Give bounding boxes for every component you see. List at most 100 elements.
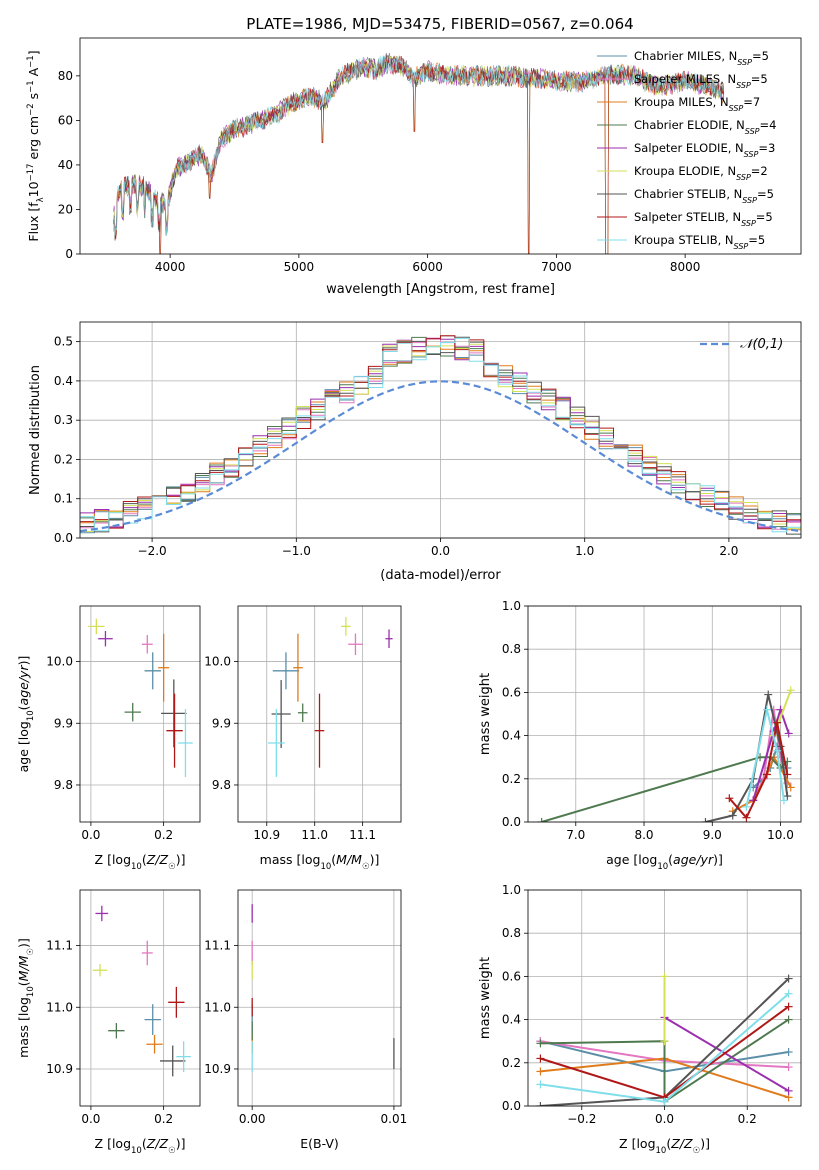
mass-vs-z-xlabel-part: )] xyxy=(176,1136,186,1151)
legend-entry-subscript: SSP xyxy=(745,127,760,136)
mass-vs-ebv-ytick-label: 10.9 xyxy=(204,1062,231,1076)
mass-weight-vs-z-series-4 xyxy=(540,1018,790,1104)
spectrum-ytick-label: 60 xyxy=(58,113,73,127)
residual-histogram-ytick-label: 0.1 xyxy=(54,492,73,506)
age-vs-mass-xlabel-part: mass [log xyxy=(260,852,321,867)
mass-weight-vs-age-series-3 xyxy=(732,754,792,813)
spectrum-ylabel-part: −2 xyxy=(26,103,36,116)
age-vs-z-ylabel-part: ( xyxy=(16,705,31,710)
age-vs-z-xlabel: Z [log10(Z/Z☉)] xyxy=(95,852,186,872)
mass-vs-ebv-ytick-label: 11.0 xyxy=(204,1000,231,1014)
mass-vs-ebv-xtick-label: 0.00 xyxy=(239,1112,266,1126)
age-vs-mass-xtick-label: 11.0 xyxy=(301,828,328,842)
age-vs-z-xtick-label: 0.2 xyxy=(154,828,173,842)
spectrum-ytick-label: 40 xyxy=(58,158,73,172)
spectrum-plot-area xyxy=(113,52,725,254)
mass-weight-vs-z-xtick-label: 0.0 xyxy=(655,1112,674,1126)
residual-histogram-ytick-label: 0.4 xyxy=(54,374,73,388)
legend-entry-2: Salpeter MILES, NSSP=5 xyxy=(634,72,768,90)
age-vs-z-ytick-label: 9.9 xyxy=(54,716,73,730)
age-vs-z-panel: 0.0 0.29.89.910.0Z [log10(Z/Z☉)]age [log1… xyxy=(16,605,201,872)
mass-vs-z-ylabel-part: M/M xyxy=(16,955,31,981)
mass-vs-z-ytick-label: 11.1 xyxy=(46,939,73,953)
histogram-steps-9 xyxy=(80,337,801,535)
mass-vs-z-plot-area xyxy=(92,905,191,1077)
spectrum-xtick-label: 6000 xyxy=(412,260,443,274)
residual-histogram-panel: −2.0 −1.0 0.0 1.0 2.0 0.0 0.1 0.2 0.3 0.4 0.5 (data… xyxy=(28,321,802,583)
legend-entry-name: Kroupa STELIB, N xyxy=(634,233,734,247)
mass-weight-vs-z-xlabel-part: ( xyxy=(666,1136,671,1151)
mass-weight-vs-z-xlabel-part: Z [log xyxy=(619,1136,655,1151)
mass-weight-vs-age-plot-area xyxy=(537,686,795,822)
mass-weight-vs-age-panel: 7.0 8.0 9.0 10.0 0.0 0.2 0.4 0.6 0.8 1.0 age [log1… xyxy=(478,599,802,872)
age-vs-mass-panel: 10.9 11.0 11.1 9.8 9.9 10.0 mass [log10(M/M☉)] xyxy=(204,605,402,872)
legend-entry-name: Kroupa ELODIE, N xyxy=(634,164,736,178)
spectrum-ytick-label: 0 xyxy=(65,247,73,261)
spectrum-ylabel-part: A xyxy=(26,67,41,80)
spectrum-ytick-label: 80 xyxy=(58,69,73,83)
age-vs-z-plot-area xyxy=(88,618,193,777)
age-vs-z-ytick-label: 10.0 xyxy=(46,655,73,669)
mass-weight-vs-age-ytick-label: 1.0 xyxy=(502,599,521,613)
mass-weight-vs-age-xlabel-part: age/yr xyxy=(673,852,714,867)
spectrum-xtick-label: 4000 xyxy=(155,260,186,274)
residual-histogram-xtick-label: 1.0 xyxy=(575,544,594,558)
mass-vs-z-ytick-label: 11.0 xyxy=(46,1000,73,1014)
spectrum-panel: 4000 5000 6000 7000 8000 0 20 40 60 80 wavelength … xyxy=(26,37,802,297)
age-vs-z-ylabel: age [log10(age/yr)] xyxy=(16,656,36,773)
legend-entry-6: Kroupa ELODIE, NSSP=2 xyxy=(634,164,768,182)
axes-frame xyxy=(527,889,802,1107)
mass-weight-vs-z-xlabel: Z [log10(Z/Z☉)] xyxy=(619,1136,710,1156)
mass-weight-vs-z-xlabel-part: ☉ xyxy=(693,1146,701,1156)
spectrum-xtick-label: 5000 xyxy=(284,260,315,274)
mass-weight-vs-age-ylabel: mass weight xyxy=(478,673,493,755)
mass-vs-z-ytick-label: 10.9 xyxy=(46,1062,73,1076)
normal-reference-curve xyxy=(80,380,801,533)
mass-weight-vs-z-ytick-label: 0.8 xyxy=(502,926,521,940)
legend-entry-name: Salpeter STELIB, N xyxy=(634,210,741,224)
spectrum-ylabel-part: −1 xyxy=(26,55,36,68)
legend-entry-1: Chabrier MILES, NSSP=5 xyxy=(634,49,769,67)
mass-weight-vs-age-xlabel-part: age [log xyxy=(606,852,657,867)
spectrum-xtick-label: 8000 xyxy=(670,260,701,274)
mass-weight-vs-age-xtick-label: 9.0 xyxy=(703,828,722,842)
mass-weight-vs-z-panel: −0.2 0.0 0.2 0.0 0.2 0.4 0.6 0.8 1.0 Z [log10(Z/Z… xyxy=(478,883,802,1156)
mass-vs-z-xlabel: Z [log10(Z/Z☉)] xyxy=(95,1136,186,1156)
age-vs-z-ylabel-part: age/yr xyxy=(16,665,31,706)
legend-entry-count: =5 xyxy=(751,72,768,86)
mass-vs-z-ylabel-part: mass [log xyxy=(16,997,31,1058)
legend-entry-subscript: SSP xyxy=(742,196,757,205)
mass-vs-z-ylabel-part: 10 xyxy=(26,986,36,997)
legend-entry-count: =5 xyxy=(756,210,773,224)
age-vs-mass-ytick-label: 9.9 xyxy=(212,716,231,730)
age-vs-z-xlabel-part: )] xyxy=(176,852,186,867)
mass-weight-vs-age-ytick-label: 0.2 xyxy=(502,772,521,786)
residual-histogram-xtick-label: 2.0 xyxy=(719,544,738,558)
spectrum-ytick-label: 20 xyxy=(58,202,73,216)
legend-entry-8: Salpeter STELIB, NSSP=5 xyxy=(634,210,773,228)
legend-entry-count: =4 xyxy=(760,118,777,132)
age-vs-mass-xtick-label: 11.1 xyxy=(349,828,376,842)
axes-frame xyxy=(237,605,402,823)
axes-frame xyxy=(237,889,402,1107)
age-vs-mass-xlabel-part: 10 xyxy=(320,862,331,872)
spectrum-ylabel-part: ] xyxy=(26,50,41,55)
axes-frame xyxy=(527,605,802,823)
spectrum-ylabel-part: s xyxy=(26,93,41,104)
legend-entry-subscript: SSP xyxy=(736,81,751,90)
age-vs-z-xlabel-part: ☉ xyxy=(168,862,176,872)
age-vs-z-xtick-label: 0.0 xyxy=(81,828,100,842)
spectrum-ylabel-part: λ xyxy=(36,197,46,202)
mass-vs-z-xlabel-part: ☉ xyxy=(168,1146,176,1156)
mass-weight-vs-age-xlabel-part: 10 xyxy=(657,862,668,872)
histogram-legend-label: 𝒩(0,1) xyxy=(740,337,783,352)
mass-weight-vs-age-xtick-label: 10.0 xyxy=(767,828,794,842)
legend-entry-7: Chabrier STELIB, NSSP=5 xyxy=(634,187,774,205)
spectrum-ylabel: Flux [fλ10−17 erg cm−2 s−1 A−1] xyxy=(26,50,46,241)
legend-entry-subscript: SSP xyxy=(741,219,756,228)
mass-weight-vs-age-series-9 xyxy=(745,709,785,808)
age-vs-mass-ytick-label: 10.0 xyxy=(204,655,231,669)
spectrum-ylabel-part: −17 xyxy=(26,163,36,181)
legend-entry-name: Kroupa MILES, N xyxy=(634,95,729,109)
